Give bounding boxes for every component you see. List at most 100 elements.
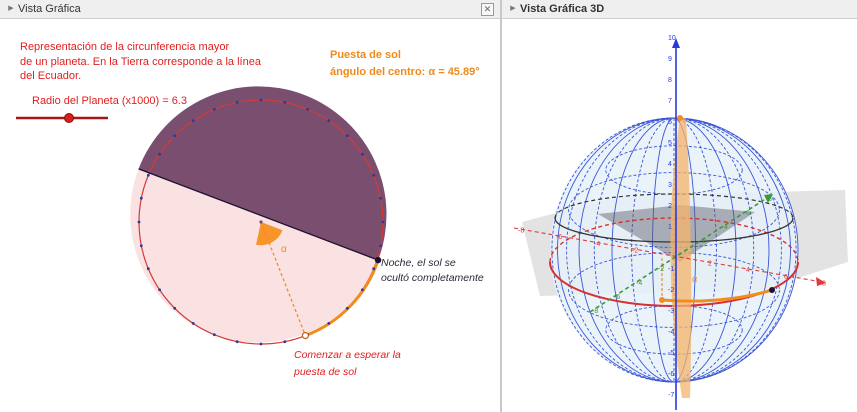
construction-canvas[interactable]: α <box>0 0 500 412</box>
meridian-line <box>673 117 717 383</box>
tick-label: -7 <box>668 392 674 399</box>
night-note-line: Noche, el sol se <box>381 257 456 269</box>
tick-label: 6 <box>668 119 672 126</box>
meridian-line <box>557 117 675 383</box>
circle-point <box>345 306 349 310</box>
meridian-line <box>673 117 791 383</box>
sunset-arc <box>304 259 380 338</box>
circle-point <box>259 98 263 102</box>
circle-point <box>212 333 216 337</box>
radius-dashed <box>260 221 307 336</box>
alpha-label: α <box>281 244 287 255</box>
night-point-3d[interactable] <box>769 287 775 293</box>
circle-point <box>379 244 383 248</box>
tick-label: -8 <box>518 228 524 235</box>
tick-label: -6 <box>556 234 562 241</box>
circle-point <box>345 134 349 138</box>
graphics-view-3d[interactable]: ▶ Vista Gráfica 3D 10 9 8 7 6 5 4 3 2 1 -1 -2- <box>502 0 857 412</box>
view-title: Vista Gráfica <box>18 3 81 15</box>
tick-label: 10 <box>668 35 676 42</box>
circle-point <box>372 173 376 177</box>
tick-label: -3 <box>668 308 674 315</box>
panel-divider[interactable] <box>500 0 502 412</box>
x-axis <box>513 227 823 283</box>
meridian-line <box>673 117 782 383</box>
tick-label: 4 <box>668 161 672 168</box>
circle-point <box>173 306 177 310</box>
close-icon[interactable]: ✕ <box>481 3 494 16</box>
meridian-line <box>611 117 675 383</box>
tick-label: 3 <box>668 182 672 189</box>
z-axis-arrow <box>672 38 680 48</box>
equator-back <box>549 217 799 263</box>
tick-label: 2 <box>668 203 672 210</box>
circle-point <box>158 288 162 292</box>
tick-label: -4 <box>594 241 600 248</box>
circle-point <box>372 267 376 271</box>
meridian-line <box>631 117 675 383</box>
tick-label: -2 <box>668 287 674 294</box>
circle-point <box>191 322 195 325</box>
graphics-view-2d[interactable]: ▶ Vista Gráfica ✕ Representación de la ci… <box>0 0 500 412</box>
meridian-line <box>593 117 675 383</box>
circle-point <box>259 342 263 346</box>
meridian-line <box>578 117 675 383</box>
tick-label: -5 <box>668 350 674 357</box>
canvas-3d[interactable]: 10 9 8 7 6 5 4 3 2 1 -1 -2 -3 -4 -5 -6 -7 -8 -6 -4 -2 2 4 6 8 8 6 4… <box>502 0 857 412</box>
circle-point <box>139 196 143 200</box>
circle-point <box>191 119 195 122</box>
circle-point <box>327 322 331 325</box>
observer-point[interactable] <box>301 332 309 340</box>
wait-note-line: Comenzar a esperar la <box>294 349 401 361</box>
circle-point <box>327 119 331 122</box>
collapse-triangle-icon[interactable]: ▶ <box>8 5 14 12</box>
y-axis-arrow <box>764 194 773 203</box>
description-line: Representación de la circunferencia mayo… <box>20 41 230 53</box>
sunset-info: Puesta de sol ángulo del centro: α = 45.… <box>330 47 480 81</box>
circle-point <box>283 340 287 344</box>
tick-label: 7 <box>668 98 672 105</box>
tick-label: -4 <box>668 329 674 336</box>
collapse-triangle-icon[interactable]: ▶ <box>510 5 516 12</box>
night-note-line: ocultó completamente <box>381 272 484 284</box>
slider-handle[interactable] <box>64 113 74 123</box>
night-region <box>138 86 387 261</box>
circle-point <box>235 340 239 344</box>
y-axis <box>589 195 771 313</box>
meridian-line <box>652 117 675 383</box>
circle-point <box>139 244 143 248</box>
circle-point <box>137 220 141 224</box>
circle-point <box>306 107 310 111</box>
sunset-title: Puesta de sol <box>330 49 401 61</box>
sphere-meridians <box>551 117 799 383</box>
circle-point <box>361 152 364 156</box>
night-note: Noche, el sol se ocultó completamente <box>381 256 484 286</box>
description-line: del Ecuador. <box>20 70 82 82</box>
meridian-line <box>673 117 737 383</box>
meridian-line <box>673 117 755 383</box>
description-line: de un planeta. En la Tierra corresponde … <box>20 55 261 68</box>
day-region <box>130 168 379 343</box>
pole-point[interactable] <box>677 115 683 121</box>
tick-label: -4 <box>636 280 642 287</box>
meridian-line <box>551 117 675 383</box>
circle-point <box>146 173 150 177</box>
view-title-3d: Vista Gráfica 3D <box>520 3 605 15</box>
axis-tick-labels: 10 9 8 7 6 5 4 3 2 1 -1 -2 -3 -4 -5 -6 -7 -8 -6 -4 -2 2 4 6 8 8 6 4… <box>518 35 826 399</box>
tick-label: -6 <box>668 371 674 378</box>
tick-label: 8 <box>668 77 672 84</box>
tick-label: 6 <box>746 210 750 217</box>
observer-point-3d[interactable] <box>659 297 665 303</box>
center-point <box>259 220 263 224</box>
tick-label: 8 <box>768 196 772 203</box>
night-point[interactable] <box>374 256 382 264</box>
terminator-line <box>138 168 379 261</box>
description-text: Representación de la circunferencia mayo… <box>20 40 261 84</box>
sunset-angle: ángulo del centro: α = 45.89° <box>330 66 480 78</box>
tick-label: -2 <box>658 266 664 273</box>
circle-point <box>283 100 287 104</box>
meridian-line <box>673 117 797 383</box>
tick-label: -8 <box>592 308 598 315</box>
tick-label: 4 <box>724 224 728 231</box>
parallel-line <box>605 305 743 355</box>
